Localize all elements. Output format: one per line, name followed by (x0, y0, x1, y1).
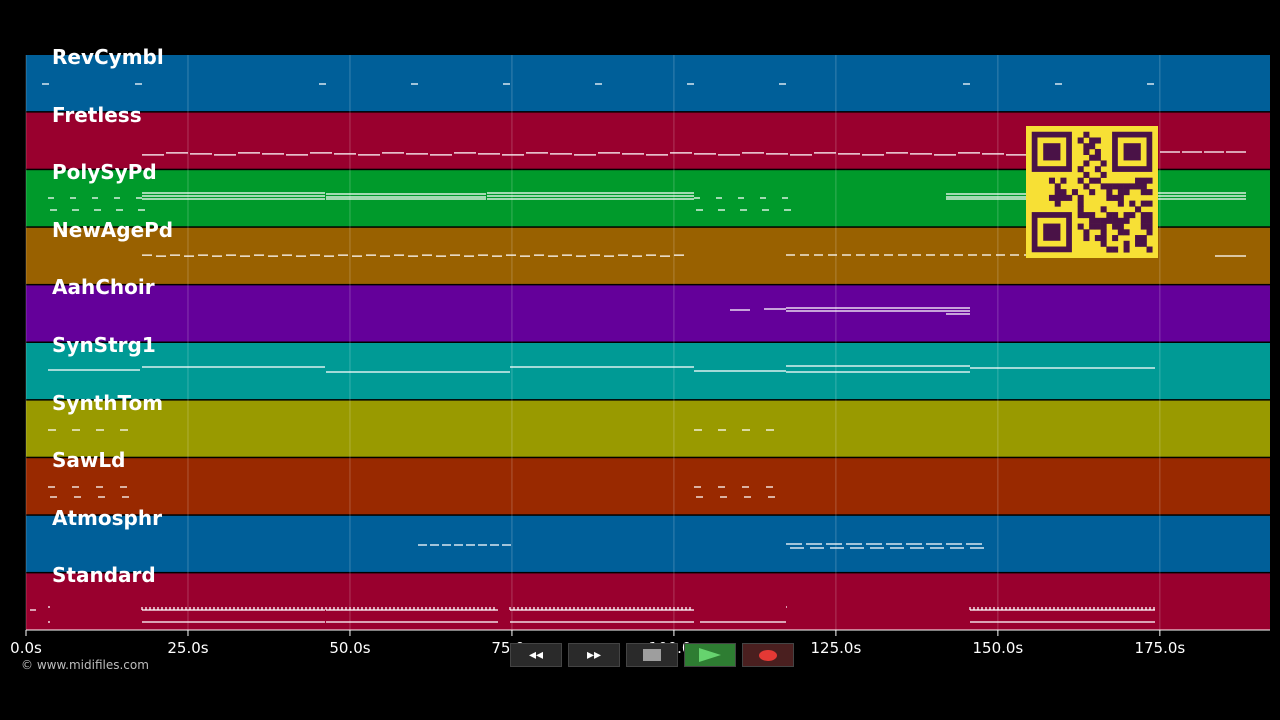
track-label: RevCymbl (52, 45, 164, 69)
copyright-text: © www.midifiles.com (21, 658, 149, 672)
qr-code-icon[interactable] (1026, 126, 1158, 258)
fast-forward-icon: ▸▸ (586, 647, 602, 663)
track-lane (26, 343, 1270, 400)
track-lane (26, 400, 1270, 457)
track-lane (26, 573, 1270, 630)
track-label: SawLd (52, 448, 126, 473)
transport-bar: ◂◂ ▸▸ (510, 643, 794, 669)
track-label: Fretless (52, 102, 142, 127)
track-lane (26, 285, 1270, 342)
record-icon (759, 649, 777, 661)
track-label: SynthTom (52, 390, 164, 415)
track-label: NewAgePd (52, 217, 174, 242)
play-button[interactable] (684, 643, 736, 667)
track-label: PolySyPd (52, 160, 157, 185)
track-lane (26, 458, 1270, 515)
track-label: Standard (52, 563, 156, 588)
note-strokes (30, 83, 1246, 623)
track-lane (26, 55, 1270, 112)
track-lane (26, 515, 1270, 572)
record-button[interactable] (742, 643, 794, 667)
track-label: Atmosphr (52, 505, 162, 530)
time-tick-label: 25.0s (167, 639, 209, 657)
time-tick-label: 175.0s (1134, 639, 1186, 657)
stop-icon (643, 649, 661, 661)
play-icon (699, 648, 721, 662)
time-tick-label: 50.0s (329, 639, 371, 657)
time-tick-label: 150.0s (972, 639, 1024, 657)
rewind-icon: ◂◂ (528, 647, 544, 663)
fast-forward-button[interactable]: ▸▸ (568, 643, 620, 667)
track-label: AahChoir (52, 275, 155, 300)
stop-button[interactable] (626, 643, 678, 667)
track-label: SynStrg1 (52, 333, 156, 357)
time-tick-label: 0.0s (10, 639, 42, 657)
time-tick-label: 125.0s (810, 639, 862, 657)
rewind-button[interactable]: ◂◂ (510, 643, 562, 667)
